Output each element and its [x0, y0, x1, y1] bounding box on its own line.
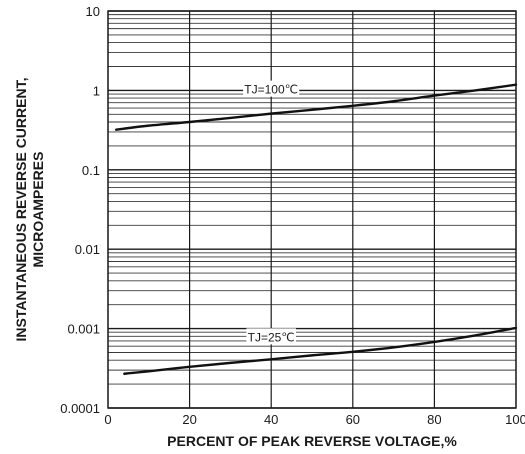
y-axis-title-line-2: MICROAMPERES — [30, 152, 46, 268]
series-line-2 — [123, 326, 518, 375]
series-label-2: TJ=25℃ — [248, 330, 295, 344]
x-tick-label: 20 — [182, 412, 196, 427]
y-tick-label: 10 — [86, 4, 100, 19]
y-axis-title: INSTANTANEOUS REVERSE CURRENT, MICROAMPE… — [13, 78, 46, 342]
series-line-1 — [114, 83, 518, 131]
x-tick-label: 0 — [104, 412, 111, 427]
x-tick-label: 40 — [264, 412, 278, 427]
minor-gridlines — [108, 14, 516, 385]
tick-labels: 0 20 40 60 80 100 0.0001 0.001 0.01 0.1 1 10 — [60, 4, 525, 427]
x-tick-label: 60 — [346, 412, 360, 427]
y-tick-label: 0.0001 — [60, 401, 100, 416]
y-tick-label: 0.1 — [82, 163, 100, 178]
y-tick-label: 1 — [93, 83, 100, 98]
y-axis-title-line-1: INSTANTANEOUS REVERSE CURRENT, — [13, 78, 29, 342]
x-axis-title: PERCENT OF PEAK REVERSE VOLTAGE,% — [167, 433, 457, 449]
series-label-bg — [246, 328, 296, 345]
series-label-1: TJ=100℃ — [244, 83, 298, 97]
y-tick-label: 0.01 — [75, 242, 100, 257]
series-label-bg — [243, 80, 300, 97]
x-tick-label: 100 — [505, 412, 525, 427]
series-layer: TJ=100℃ TJ=25℃ — [114, 80, 518, 375]
x-tick-label: 80 — [427, 412, 441, 427]
y-tick-label: 0.001 — [67, 322, 100, 337]
plot-frame — [107, 10, 517, 409]
